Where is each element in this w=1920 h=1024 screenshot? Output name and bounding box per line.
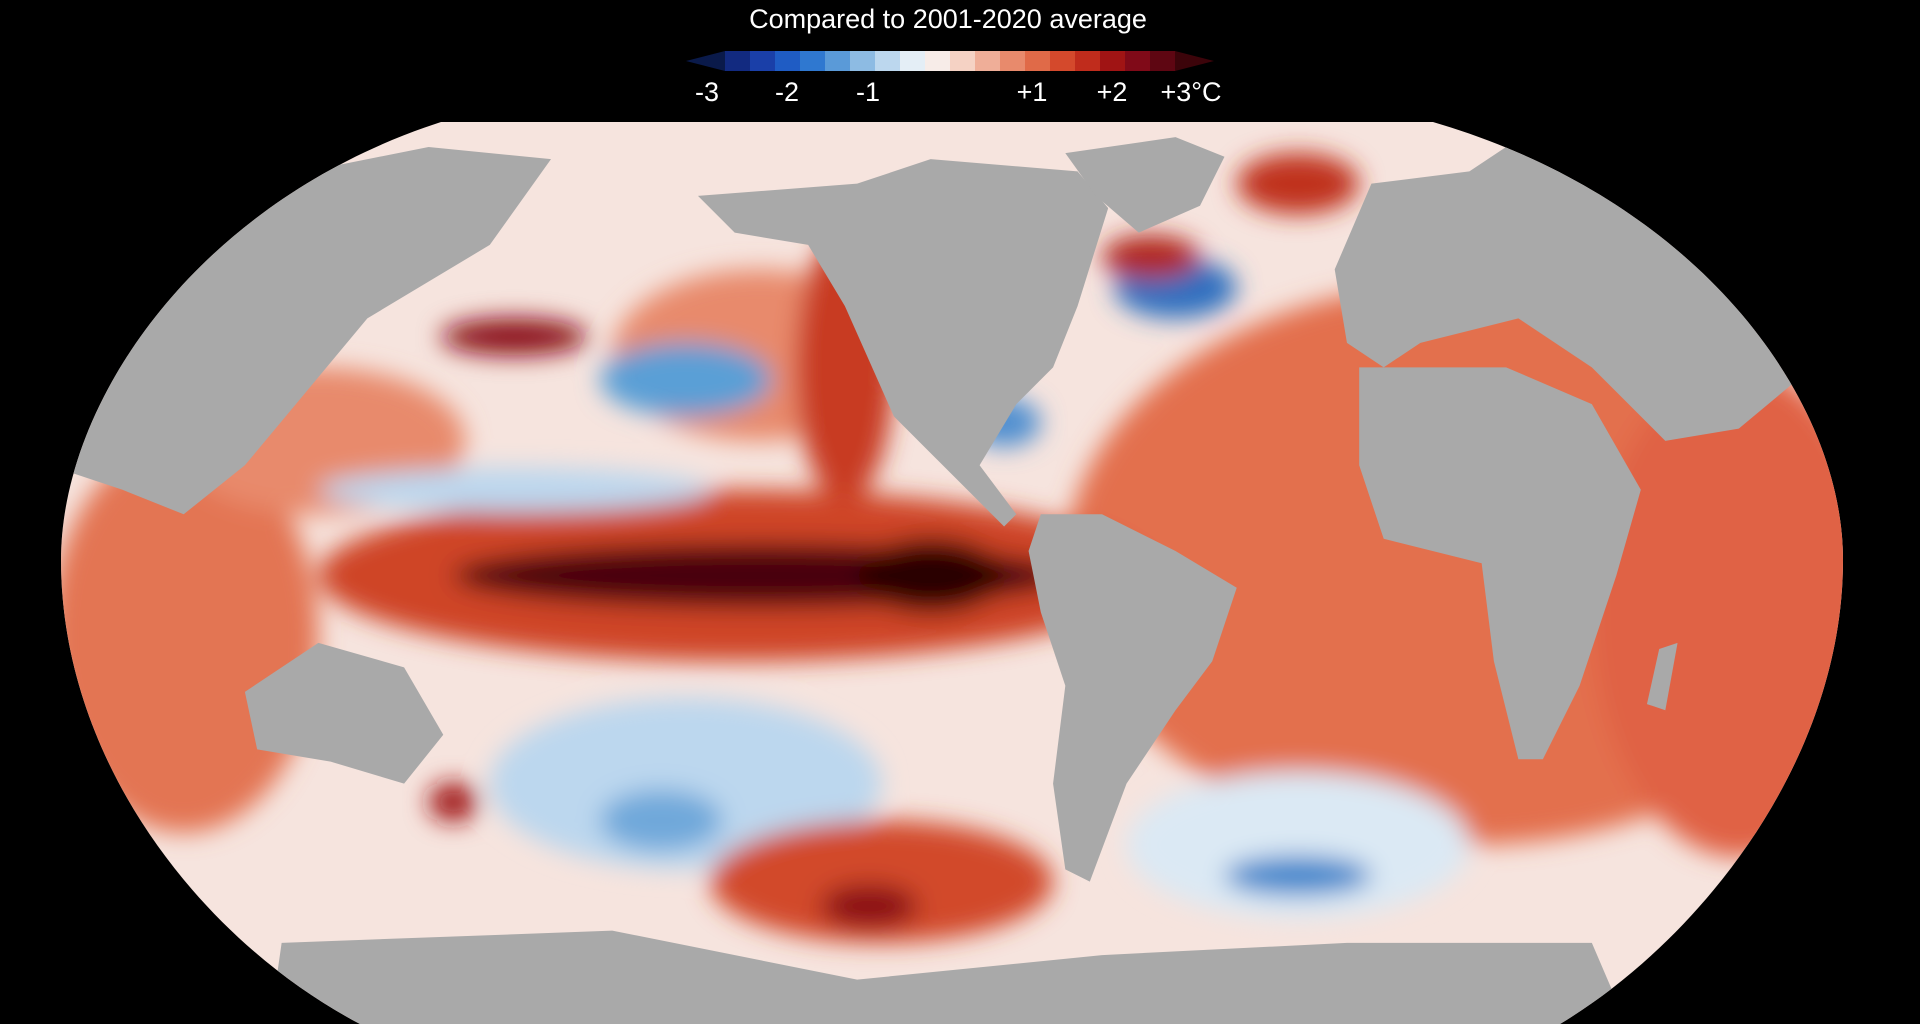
legend-swatch: [775, 51, 801, 71]
title: Compared to 2001-2020 average: [749, 4, 1147, 34]
north-america: [697, 159, 1109, 527]
legend-swatch: [1075, 51, 1101, 71]
legend-swatch: [1150, 51, 1176, 71]
legend-swatch: [975, 51, 1001, 71]
legend-swatch: [850, 51, 876, 71]
legend-swatch: [750, 51, 776, 71]
legend-label: +3°C: [1160, 77, 1221, 107]
legend-label: -3: [695, 77, 719, 107]
legend-label: +2: [1097, 77, 1128, 107]
legend-swatch: [1000, 51, 1026, 71]
legend-swatch: [800, 51, 826, 71]
anomaly-fields: [61, 153, 1843, 943]
antarctica: [269, 930, 1629, 1024]
legend-label: +1: [1017, 77, 1048, 107]
color-legend: -3 -2 -1 +1 +2 +3°C: [686, 51, 1222, 107]
africa: [1359, 367, 1641, 760]
greenland: [1065, 137, 1225, 233]
legend-swatch: [1100, 51, 1126, 71]
legend-label: -1: [856, 77, 880, 107]
legend-swatch: [1050, 51, 1076, 71]
legend-swatch: [950, 51, 976, 71]
legend-swatch: [825, 51, 851, 71]
legend-swatch: [1025, 51, 1051, 71]
legend-swatch: [686, 51, 725, 71]
legend-swatch: [900, 51, 926, 71]
legend-swatch: [725, 51, 751, 71]
legend-swatch: [925, 51, 951, 71]
south-america: [1028, 514, 1237, 882]
legend-swatch: [875, 51, 901, 71]
legend-label: -2: [775, 77, 799, 107]
legend-swatch: [1175, 51, 1214, 71]
legend-swatch: [1125, 51, 1151, 71]
madagascar: [1646, 642, 1678, 711]
map: [61, 122, 1843, 1024]
australia: [244, 642, 444, 784]
